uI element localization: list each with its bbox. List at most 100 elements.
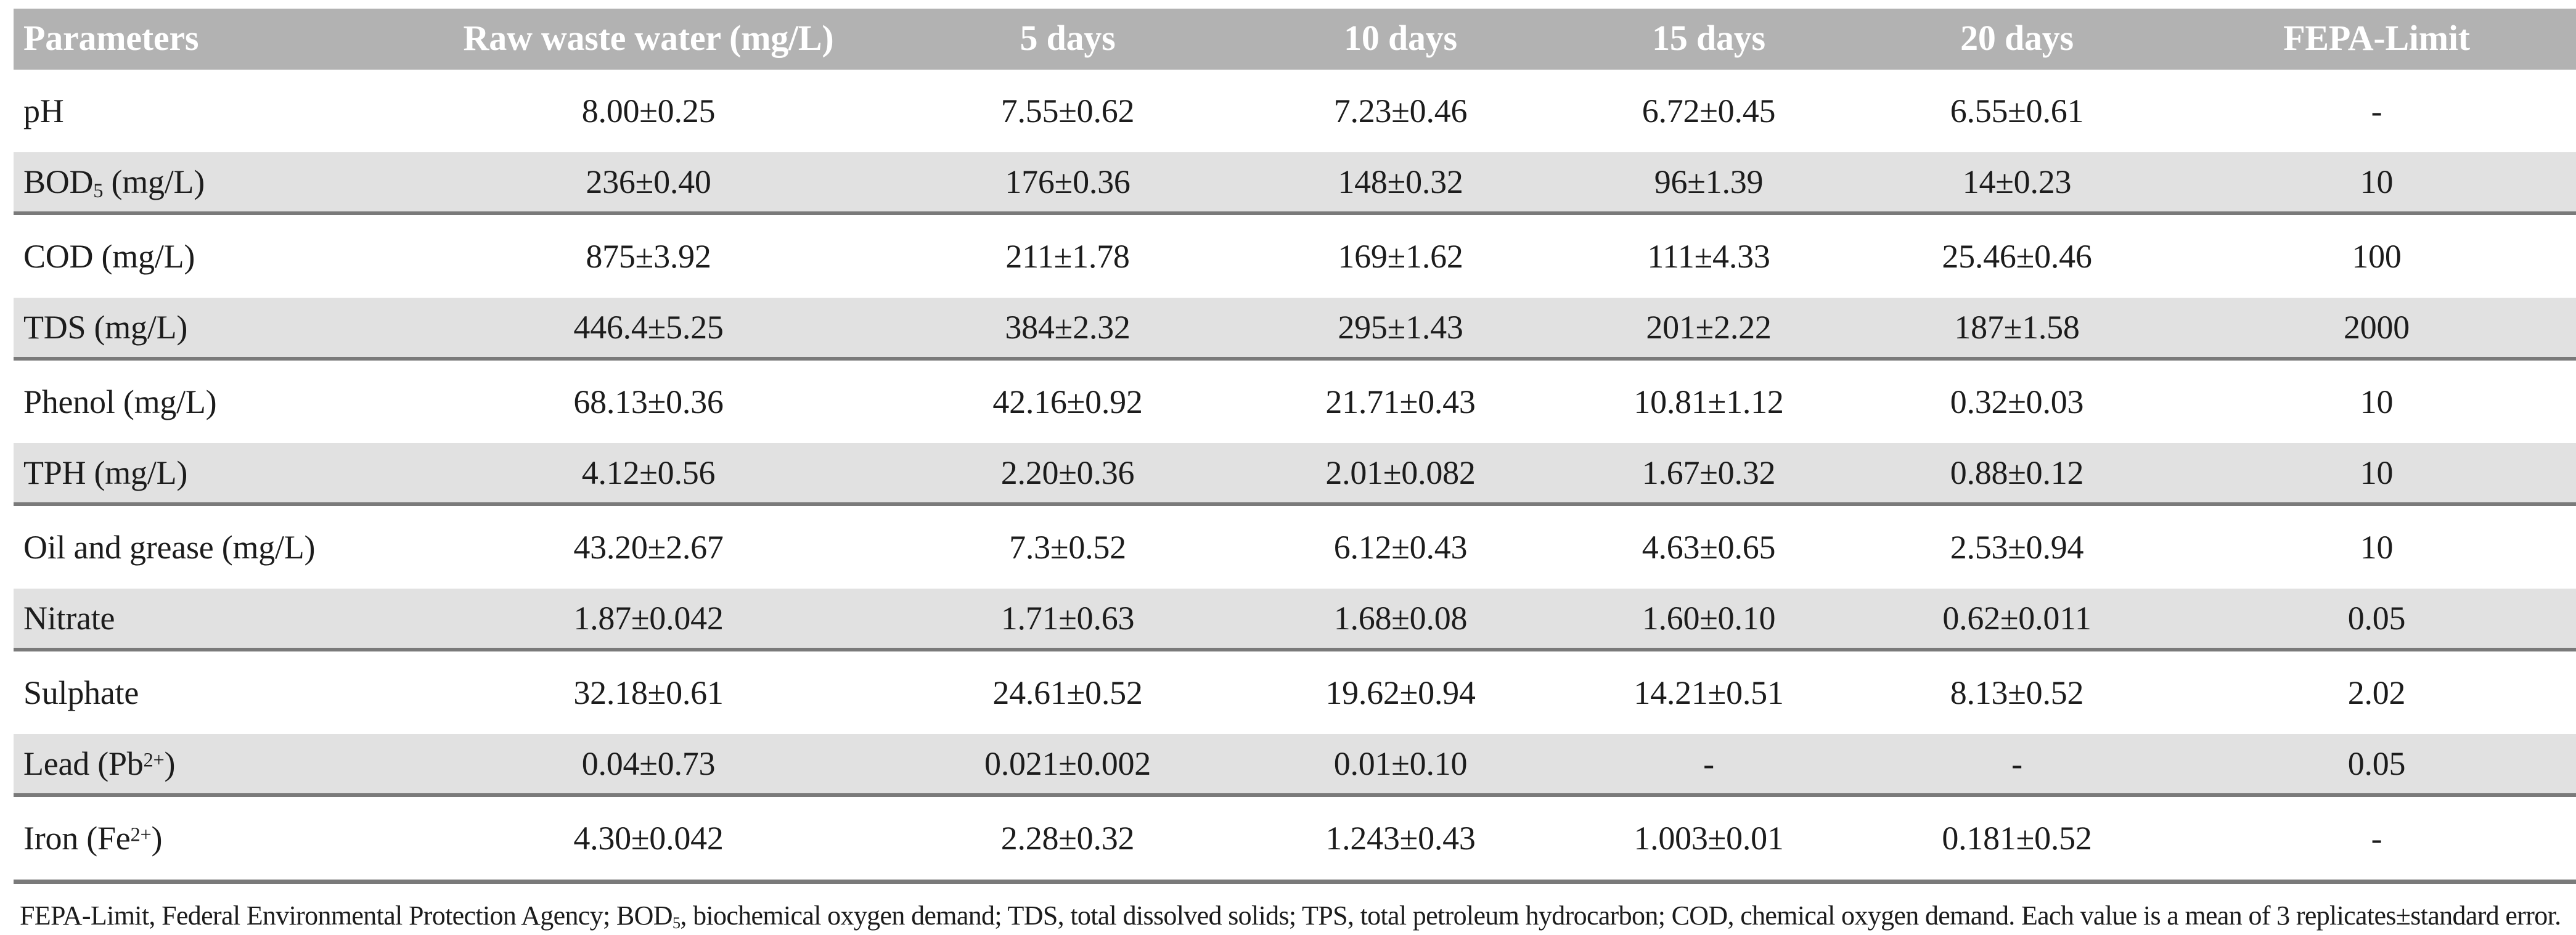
column-header-raw-waste-water: Raw waste water (mg/L) bbox=[402, 9, 895, 70]
value-cell: 384±2.32 bbox=[895, 298, 1240, 361]
value-cell: - bbox=[2177, 70, 2576, 152]
table-header: Parameters Raw waste water (mg/L) 5 days… bbox=[14, 9, 2576, 70]
column-header-fepa-limit: FEPA-Limit bbox=[2177, 9, 2576, 70]
table-footnote: FEPA-Limit, Federal Environmental Protec… bbox=[20, 897, 2564, 935]
value-cell: 1.67±0.32 bbox=[1561, 443, 1857, 506]
table-row-tds: TDS (mg/L) 446.4±5.25 384±2.32 295±1.43 … bbox=[14, 298, 2576, 361]
value-cell: 187±1.58 bbox=[1857, 298, 2177, 361]
value-cell: 4.12±0.56 bbox=[402, 443, 895, 506]
footnote-subscript: 5 bbox=[672, 913, 681, 932]
row-label-text: Nitrate bbox=[23, 600, 115, 637]
value-cell: 25.46±0.46 bbox=[1857, 213, 2177, 298]
table-row-cod: COD (mg/L) 875±3.92 211±1.78 169±1.62 11… bbox=[14, 213, 2576, 298]
value-cell: 295±1.43 bbox=[1240, 298, 1561, 361]
value-cell: 2.28±0.32 bbox=[895, 795, 1240, 884]
value-cell: 7.23±0.46 bbox=[1240, 70, 1561, 152]
row-label-text: Lead (Pb bbox=[23, 745, 144, 782]
footnote-text-continued: , biochemical oxygen demand; TDS, total … bbox=[680, 900, 2561, 931]
value-cell: 100 bbox=[2177, 213, 2576, 298]
value-cell: 14.21±0.51 bbox=[1561, 650, 1857, 734]
value-cell: 10 bbox=[2177, 152, 2576, 215]
row-label-superscript: 2+ bbox=[130, 823, 152, 846]
row-label: Iron (Fe2+) bbox=[14, 795, 402, 884]
row-label-text: Oil and grease (mg/L) bbox=[23, 529, 316, 566]
value-cell: 6.72±0.45 bbox=[1561, 70, 1857, 152]
value-cell: 236±0.40 bbox=[402, 152, 895, 215]
table-row-phenol: Phenol (mg/L) 68.13±0.36 42.16±0.92 21.7… bbox=[14, 359, 2576, 443]
value-cell: 68.13±0.36 bbox=[402, 359, 895, 443]
row-label-subscript: 5 bbox=[93, 180, 104, 203]
column-header-15-days: 15 days bbox=[1561, 9, 1857, 70]
value-cell: 1.87±0.042 bbox=[402, 589, 895, 651]
value-cell: 0.021±0.002 bbox=[895, 734, 1240, 797]
value-cell: - bbox=[1857, 734, 2177, 797]
table-row-sulphate: Sulphate 32.18±0.61 24.61±0.52 19.62±0.9… bbox=[14, 650, 2576, 734]
value-cell: 7.3±0.52 bbox=[895, 504, 1240, 589]
value-cell: 10.81±1.12 bbox=[1561, 359, 1857, 443]
row-label: pH bbox=[14, 70, 402, 152]
value-cell: 0.62±0.011 bbox=[1857, 589, 2177, 651]
row-label: Phenol (mg/L) bbox=[14, 359, 402, 443]
value-cell: 875±3.92 bbox=[402, 213, 895, 298]
value-cell: 8.13±0.52 bbox=[1857, 650, 2177, 734]
table-row-tph: TPH (mg/L) 4.12±0.56 2.20±0.36 2.01±0.08… bbox=[14, 443, 2576, 506]
value-cell: 96±1.39 bbox=[1561, 152, 1857, 215]
value-cell: 176±0.36 bbox=[895, 152, 1240, 215]
table-row-iron: Iron (Fe2+) 4.30±0.042 2.28±0.32 1.243±0… bbox=[14, 795, 2576, 884]
value-cell: 1.243±0.43 bbox=[1240, 795, 1561, 884]
value-cell: 0.05 bbox=[2177, 589, 2576, 651]
value-cell: 169±1.62 bbox=[1240, 213, 1561, 298]
value-cell: 1.68±0.08 bbox=[1240, 589, 1561, 651]
value-cell: 2.02 bbox=[2177, 650, 2576, 734]
value-cell: 1.003±0.01 bbox=[1561, 795, 1857, 884]
header-row: Parameters Raw waste water (mg/L) 5 days… bbox=[14, 9, 2576, 70]
page: { "table": { "columns": [ "Parameters", … bbox=[14, 9, 2576, 931]
value-cell: 148±0.32 bbox=[1240, 152, 1561, 215]
value-cell: 0.04±0.73 bbox=[402, 734, 895, 797]
value-cell: 1.71±0.63 bbox=[895, 589, 1240, 651]
column-header-parameters: Parameters bbox=[14, 9, 402, 70]
row-label: TPH (mg/L) bbox=[14, 443, 402, 506]
value-cell: 42.16±0.92 bbox=[895, 359, 1240, 443]
table-row-oil-and-grease: Oil and grease (mg/L) 43.20±2.67 7.3±0.5… bbox=[14, 504, 2576, 589]
column-header-10-days: 10 days bbox=[1240, 9, 1561, 70]
value-cell: 4.63±0.65 bbox=[1561, 504, 1857, 589]
table-row-ph: pH 8.00±0.25 7.55±0.62 7.23±0.46 6.72±0.… bbox=[14, 70, 2576, 152]
row-label-suffix: ) bbox=[151, 820, 163, 857]
row-label-text: Phenol (mg/L) bbox=[23, 383, 217, 420]
value-cell: 0.181±0.52 bbox=[1857, 795, 2177, 884]
value-cell: 10 bbox=[2177, 443, 2576, 506]
value-cell: 0.01±0.10 bbox=[1240, 734, 1561, 797]
row-label: TDS (mg/L) bbox=[14, 298, 402, 361]
row-label-text: TPH (mg/L) bbox=[23, 454, 188, 491]
value-cell: 8.00±0.25 bbox=[402, 70, 895, 152]
row-label-text: COD (mg/L) bbox=[23, 238, 195, 275]
row-label: Lead (Pb2+) bbox=[14, 734, 402, 797]
column-header-5-days: 5 days bbox=[895, 9, 1240, 70]
value-cell: - bbox=[2177, 795, 2576, 884]
value-cell: 211±1.78 bbox=[895, 213, 1240, 298]
row-label-text: BOD bbox=[23, 163, 94, 200]
table-row-lead: Lead (Pb2+) 0.04±0.73 0.021±0.002 0.01±0… bbox=[14, 734, 2576, 797]
value-cell: 0.32±0.03 bbox=[1857, 359, 2177, 443]
value-cell: 2000 bbox=[2177, 298, 2576, 361]
value-cell: 14±0.23 bbox=[1857, 152, 2177, 215]
value-cell: 6.55±0.61 bbox=[1857, 70, 2177, 152]
row-label-suffix: (mg/L) bbox=[103, 163, 205, 200]
value-cell: 0.05 bbox=[2177, 734, 2576, 797]
value-cell: 19.62±0.94 bbox=[1240, 650, 1561, 734]
row-label: Sulphate bbox=[14, 650, 402, 734]
row-label-suffix: ) bbox=[164, 745, 176, 782]
value-cell: 32.18±0.61 bbox=[402, 650, 895, 734]
value-cell: 111±4.33 bbox=[1561, 213, 1857, 298]
row-label: Nitrate bbox=[14, 589, 402, 651]
row-label: Oil and grease (mg/L) bbox=[14, 504, 402, 589]
table-body: pH 8.00±0.25 7.55±0.62 7.23±0.46 6.72±0.… bbox=[14, 70, 2576, 884]
table-row-nitrate: Nitrate 1.87±0.042 1.71±0.63 1.68±0.08 1… bbox=[14, 589, 2576, 651]
value-cell: 7.55±0.62 bbox=[895, 70, 1240, 152]
value-cell: - bbox=[1561, 734, 1857, 797]
value-cell: 6.12±0.43 bbox=[1240, 504, 1561, 589]
value-cell: 24.61±0.52 bbox=[895, 650, 1240, 734]
value-cell: 21.71±0.43 bbox=[1240, 359, 1561, 443]
